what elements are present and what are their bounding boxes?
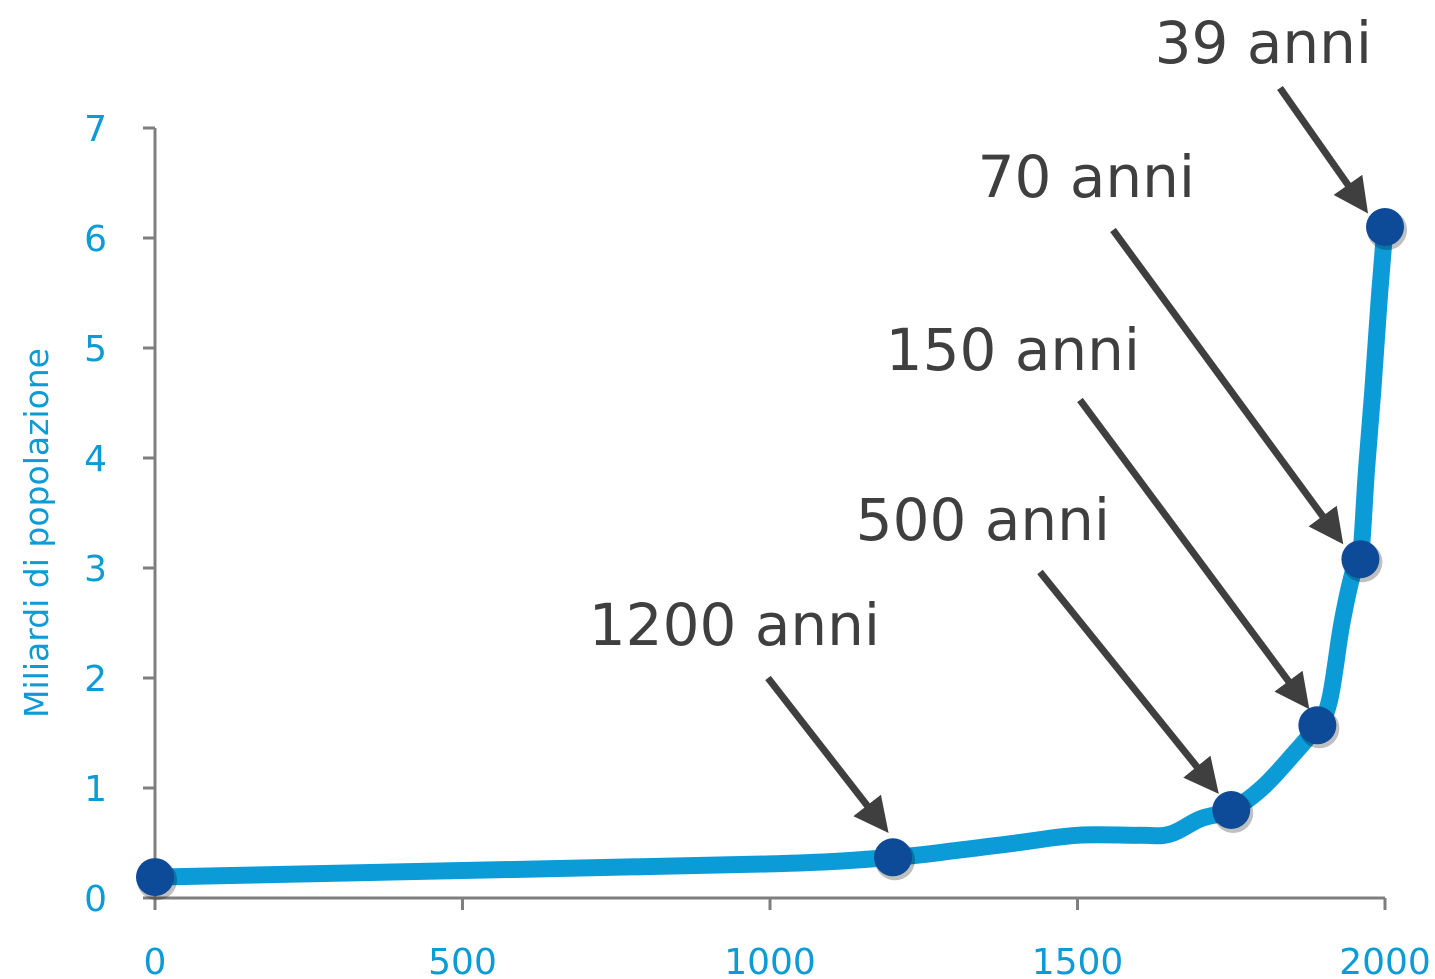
x-tick-label: 1000 <box>724 942 816 979</box>
y-tick-label: 1 <box>84 769 107 810</box>
data-point <box>1341 540 1380 579</box>
axes: 0 1 2 3 4 5 6 7 0 500 1000 1500 2000 Miliardi di popo… <box>17 109 1431 979</box>
annotation-arrow <box>1037 569 1219 794</box>
y-tick-label: 6 <box>84 219 107 260</box>
data-point <box>1212 791 1251 829</box>
annotation-labels: 1200 anni 500 anni 150 anni 70 anni 39 anni <box>589 9 1372 659</box>
data-point <box>1366 208 1404 246</box>
annotation-label: 70 anni <box>978 143 1195 211</box>
x-tick-label: 2000 <box>1339 942 1431 979</box>
data-point <box>136 858 174 897</box>
y-axis-label: Miliardi di popolazione <box>17 348 56 718</box>
annotation-arrow <box>1077 397 1310 710</box>
annotation-label: 1200 anni <box>589 591 880 659</box>
y-tick-label: 0 <box>84 879 107 920</box>
y-tick-label: 4 <box>84 439 107 480</box>
y-tick-label: 3 <box>84 549 107 590</box>
annotation-label: 500 anni <box>856 486 1110 554</box>
y-tick-label: 2 <box>84 659 107 700</box>
data-markers <box>136 208 1407 901</box>
x-tick-label: 0 <box>144 942 167 979</box>
series-line-0 <box>146 218 1394 886</box>
y-tick-label: 7 <box>84 109 107 150</box>
data-point <box>874 838 912 877</box>
series-line-layer <box>146 218 1394 886</box>
annotation-label: 39 anni <box>1155 9 1372 77</box>
annotation-arrow <box>1110 227 1344 545</box>
x-tick-label: 1500 <box>1032 942 1124 979</box>
annotation-arrow <box>1277 85 1369 214</box>
x-tick-label: 500 <box>428 942 497 979</box>
y-tick-label: 5 <box>84 329 107 370</box>
annotation-arrows <box>765 85 1369 834</box>
annotation-arrow <box>765 675 889 834</box>
annotation-label: 150 anni <box>886 316 1140 384</box>
data-point <box>1298 706 1337 745</box>
